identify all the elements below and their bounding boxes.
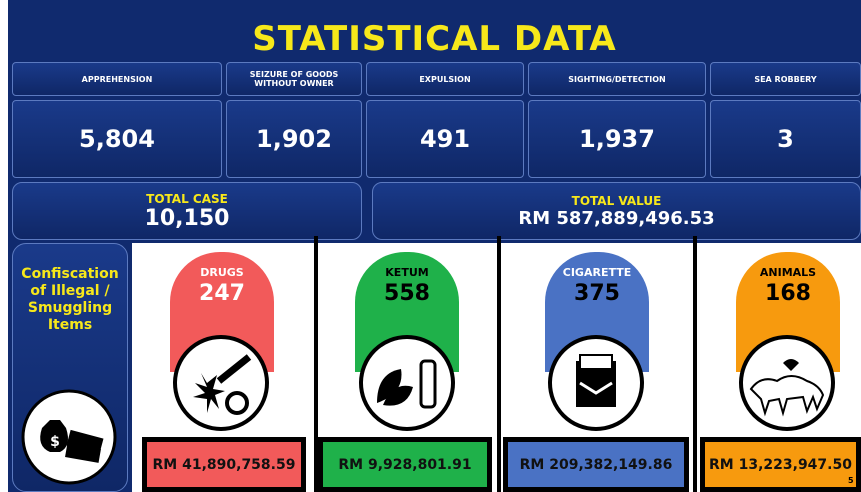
stat-label: SEA ROBBERY [710,62,861,96]
stat-value: 5,804 [12,100,222,178]
stat-label: SIGHTING/DETECTION [528,62,706,96]
item-name: CIGARETTE [563,266,631,279]
item-value: RM 41,890,758.59 [142,437,306,492]
total-case-value: 10,150 [145,206,230,231]
item-value: RM 13,223,947.50 [700,437,861,492]
stat-label: SEIZURE OF GOODS WITHOUT OWNER [226,62,362,96]
item-count: 558 [384,281,430,306]
total-case-label: TOTAL CASE [146,192,228,206]
item-name: DRUGS [200,266,243,279]
page-number: 5 [848,476,854,485]
infographic: STATISTICAL DATA APPREHENSION SEIZURE OF… [0,0,861,492]
total-value-panel: TOTAL VALUE RM 587,889,496.53 [372,182,861,240]
item-name: KETUM [385,266,428,279]
stat-value: 491 [366,100,524,178]
title: STATISTICAL DATA [8,18,861,60]
confiscation-title: Confiscation of Illegal / Smuggling Item… [13,266,127,334]
item-count: 247 [199,281,245,306]
divider [497,236,501,492]
stat-label: EXPULSION [366,62,524,96]
item-count: 375 [574,281,620,306]
item-name: ANIMALS [760,266,816,279]
stat-label: APPREHENSION [12,62,222,96]
item-count: 168 [765,281,811,306]
stat-value: 3 [710,100,861,178]
item-value: RM 9,928,801.91 [318,437,492,492]
total-value-label: TOTAL VALUE [572,194,662,208]
cigarette-icon [546,333,646,433]
money-icon: $ [20,388,118,486]
ketum-icon [357,333,457,433]
total-case-panel: TOTAL CASE 10,150 [12,182,362,240]
divider [693,236,697,492]
item-value: RM 209,382,149.86 [503,437,689,492]
svg-text:$: $ [50,434,60,450]
stat-value: 1,902 [226,100,362,178]
animals-icon [737,333,837,433]
stat-value: 1,937 [528,100,706,178]
total-value-value: RM 587,889,496.53 [518,208,714,229]
drugs-icon [171,333,271,433]
